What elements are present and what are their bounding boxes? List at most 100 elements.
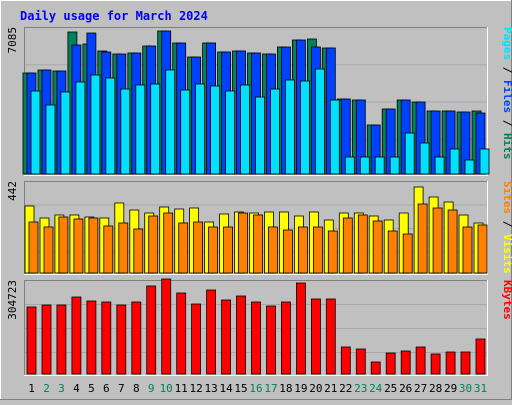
day-label-4: 4: [73, 382, 80, 395]
bar-kbytes-day-20: [310, 298, 321, 375]
day-label-28: 28: [429, 382, 442, 395]
bar-pages-day-13: [210, 85, 221, 175]
panel-bars: [22, 30, 490, 175]
bar-kbytes-day-15: [236, 295, 246, 375]
bar-sites-day-6: [103, 225, 114, 274]
bar-kbytes-day-10: [161, 278, 172, 375]
bar-pages-day-31: [479, 148, 490, 175]
panel-max-label: 442: [6, 181, 19, 201]
bar-kbytes-day-16: [251, 301, 261, 375]
bar-sites-day-15: [238, 212, 248, 274]
day-label-22: 22: [339, 382, 352, 395]
day-label-21: 21: [324, 382, 337, 395]
panel-bars: [26, 278, 486, 375]
day-label-23: 23: [354, 382, 367, 395]
bar-pages-day-16: [255, 96, 265, 175]
bar-kbytes-day-18: [280, 301, 291, 375]
bar-sites-day-3: [58, 216, 69, 274]
legend-hits: Hits: [501, 133, 512, 160]
bar-pages-day-24: [374, 156, 385, 175]
day-label-5: 5: [88, 382, 95, 395]
day-label-2: 2: [43, 382, 50, 395]
legend-separator: /: [501, 214, 512, 234]
bar-sites-day-11: [178, 222, 189, 274]
day-label-11: 11: [175, 382, 188, 395]
bar-sites-day-14: [223, 226, 234, 274]
bar-pages-day-22: [344, 156, 355, 175]
bar-sites-day-18: [282, 229, 293, 274]
bar-pages-day-6: [105, 77, 116, 175]
bar-sites-day-29: [447, 209, 458, 274]
bar-kbytes-day-2: [41, 304, 52, 375]
bar-sites-day-25: [387, 230, 398, 274]
day-label-8: 8: [133, 382, 140, 395]
bar-kbytes-day-28: [430, 353, 441, 375]
bar-pages-day-30: [464, 159, 475, 175]
day-labels: 1 2 3 4 5 6 7 8 9 10 11 12 13 14 15 16 17 18 19 20 21 22 23 24 2…: [28, 382, 487, 395]
bar-kbytes-day-21: [325, 298, 336, 375]
legend-sites: Sites: [501, 181, 512, 214]
bar-pages-day-9: [150, 83, 161, 175]
bar-sites-day-21: [327, 230, 338, 274]
day-label-17: 17: [264, 382, 277, 395]
panel-legend: Pages / Files / Hits: [501, 27, 512, 160]
bar-sites-day-19: [297, 226, 308, 274]
day-label-24: 24: [369, 382, 383, 395]
legend-text: Pages / Files / Hits: [501, 27, 512, 160]
bar-kbytes-day-30: [460, 351, 471, 375]
bar-kbytes-day-5: [86, 300, 97, 375]
bar-kbytes-day-25: [385, 352, 396, 375]
chart-panels: 7085 Pages / Files / Hits 442 Sites / Visit…: [6, 27, 512, 376]
bar-pages-day-18: [284, 79, 295, 175]
bar-pages-day-28: [434, 156, 445, 175]
bar-pages-day-15: [240, 84, 250, 175]
day-label-29: 29: [444, 382, 457, 395]
bar-kbytes-day-13: [206, 289, 217, 375]
bar-pages-day-3: [60, 91, 71, 175]
panel-legend: KBytes: [501, 280, 512, 320]
bar-pages-day-25: [389, 156, 400, 175]
legend-separator: /: [501, 60, 512, 80]
day-label-26: 26: [399, 382, 412, 395]
day-label-9: 9: [148, 382, 155, 395]
bar-sites-day-27: [417, 203, 428, 274]
bar-sites-day-1: [28, 221, 39, 274]
panel-bars: [24, 186, 488, 274]
bar-kbytes-day-9: [146, 285, 157, 375]
day-label-10: 10: [160, 382, 173, 395]
panel-2: 442 Sites / Visits: [6, 181, 512, 275]
bar-pages-day-12: [195, 83, 206, 175]
bar-pages-day-20: [314, 68, 325, 175]
bar-kbytes-day-3: [56, 304, 67, 375]
day-label-6: 6: [103, 382, 110, 395]
day-label-1: 1: [28, 382, 35, 395]
bar-pages-day-1: [30, 90, 41, 175]
legend-kbytes: KBytes: [501, 280, 512, 320]
bar-kbytes-day-31: [475, 338, 486, 375]
bar-kbytes-day-7: [116, 304, 127, 375]
bar-pages-day-26: [404, 132, 415, 175]
bar-pages-day-4: [75, 81, 86, 175]
bar-kbytes-day-17: [266, 305, 276, 375]
bar-sites-day-13: [208, 226, 219, 274]
bar-kbytes-day-24: [370, 361, 381, 375]
panel-3: 304723 KBytes: [6, 278, 512, 376]
panel-legend: Sites / Visits: [501, 181, 512, 274]
bar-sites-day-31: [477, 224, 488, 274]
bar-sites-day-17: [268, 226, 278, 274]
bar-kbytes-day-14: [221, 299, 232, 375]
day-label-7: 7: [118, 382, 125, 395]
bar-kbytes-day-23: [355, 348, 366, 375]
legend-separator: /: [501, 113, 512, 133]
bar-pages-day-21: [329, 99, 340, 175]
legend-visits: Visits: [501, 234, 512, 274]
bar-kbytes-day-27: [415, 346, 426, 375]
day-label-30: 30: [459, 382, 472, 395]
bar-kbytes-day-29: [445, 351, 456, 375]
day-label-13: 13: [204, 382, 217, 395]
bar-sites-day-5: [88, 217, 99, 274]
bar-sites-day-24: [372, 220, 383, 274]
bar-kbytes-day-11: [176, 292, 187, 375]
day-label-18: 18: [279, 382, 292, 395]
bar-pages-day-27: [419, 142, 430, 175]
